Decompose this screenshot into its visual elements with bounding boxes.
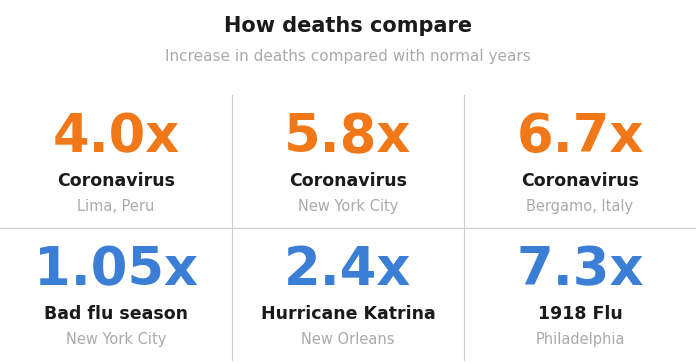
Text: Increase in deaths compared with normal years: Increase in deaths compared with normal …	[165, 49, 531, 64]
Text: 5.8x: 5.8x	[284, 111, 412, 163]
Text: Bergamo, Italy: Bergamo, Italy	[526, 199, 633, 214]
Text: Hurricane Katrina: Hurricane Katrina	[260, 305, 436, 323]
Text: Coronavirus: Coronavirus	[57, 172, 175, 190]
Text: Coronavirus: Coronavirus	[289, 172, 407, 190]
Text: 1918 Flu: 1918 Flu	[537, 305, 622, 323]
Text: 1.05x: 1.05x	[34, 244, 198, 296]
Text: Bad flu season: Bad flu season	[44, 305, 188, 323]
Text: New York City: New York City	[66, 332, 166, 347]
Text: 7.3x: 7.3x	[516, 244, 644, 296]
Text: New York City: New York City	[298, 199, 398, 214]
Text: 4.0x: 4.0x	[52, 111, 180, 163]
Text: 6.7x: 6.7x	[516, 111, 644, 163]
Text: New Orleans: New Orleans	[301, 332, 395, 347]
Text: Philadelphia: Philadelphia	[535, 332, 625, 347]
Text: How deaths compare: How deaths compare	[224, 16, 472, 36]
Text: 2.4x: 2.4x	[284, 244, 412, 296]
Text: Lima, Peru: Lima, Peru	[77, 199, 155, 214]
Text: Coronavirus: Coronavirus	[521, 172, 639, 190]
